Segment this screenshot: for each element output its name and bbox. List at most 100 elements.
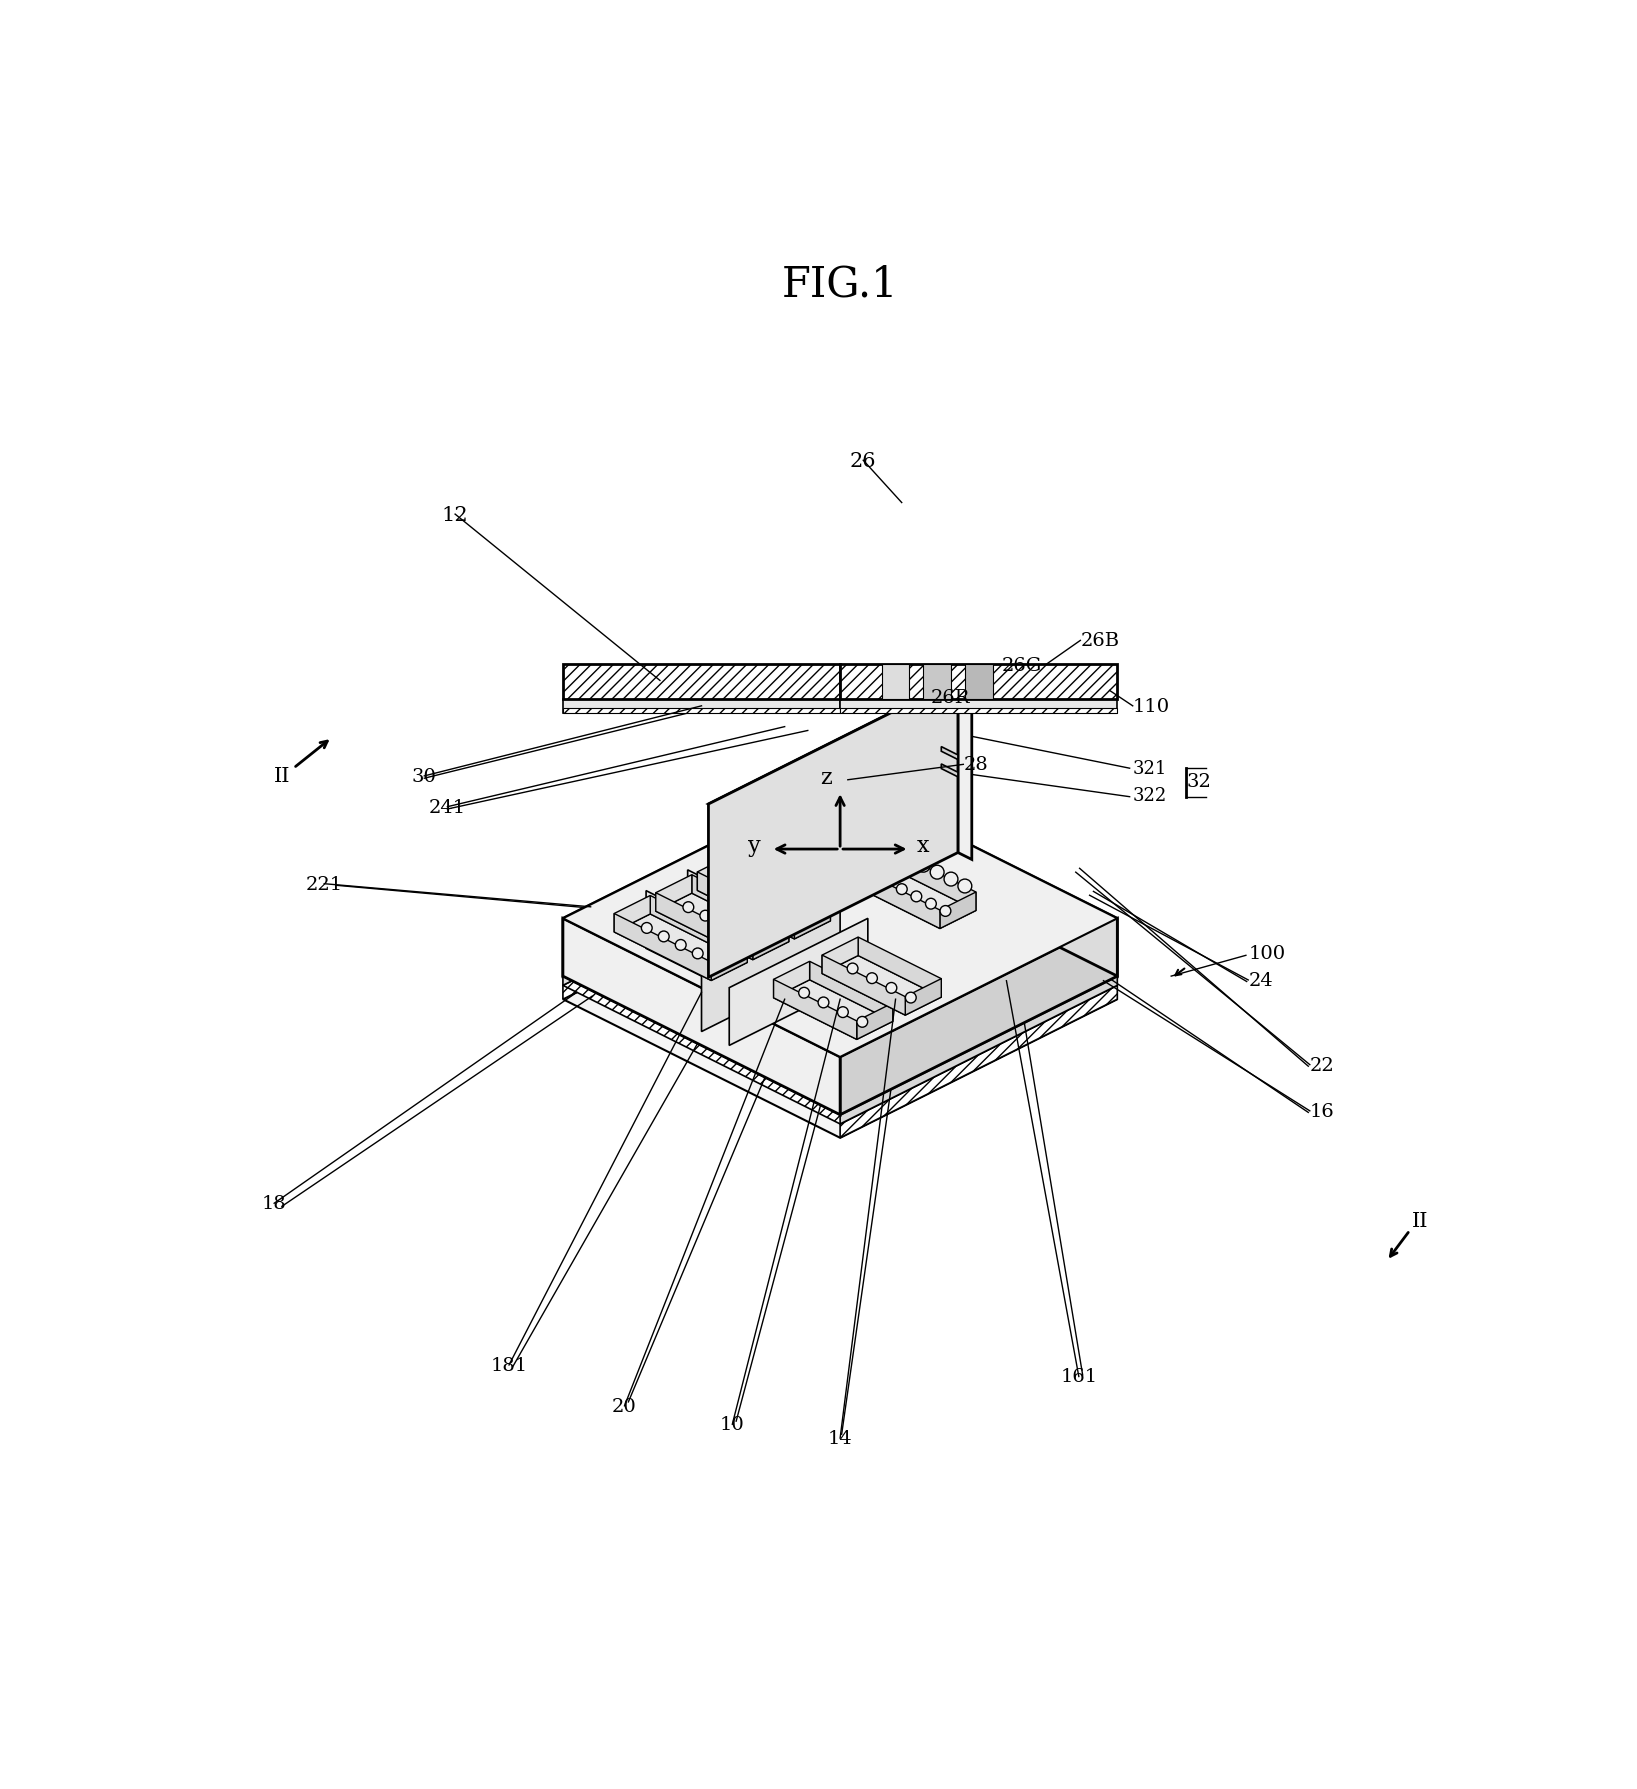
Polygon shape bbox=[709, 680, 972, 812]
Polygon shape bbox=[810, 962, 892, 1022]
Circle shape bbox=[848, 964, 858, 975]
Polygon shape bbox=[822, 955, 905, 1016]
Polygon shape bbox=[614, 914, 746, 980]
Polygon shape bbox=[840, 780, 1118, 977]
Text: 26: 26 bbox=[850, 451, 876, 471]
Polygon shape bbox=[563, 848, 1118, 1123]
Circle shape bbox=[733, 928, 745, 939]
Text: 28: 28 bbox=[963, 757, 989, 775]
Text: 26R: 26R bbox=[931, 689, 971, 707]
Polygon shape bbox=[840, 920, 1118, 1115]
Text: 321: 321 bbox=[1133, 760, 1167, 778]
Text: 322: 322 bbox=[1133, 787, 1167, 805]
Text: 241: 241 bbox=[429, 798, 467, 816]
Polygon shape bbox=[794, 903, 830, 939]
Circle shape bbox=[958, 880, 972, 893]
Text: 14: 14 bbox=[828, 1429, 853, 1447]
Polygon shape bbox=[923, 666, 951, 699]
Text: 100: 100 bbox=[1249, 945, 1285, 962]
Circle shape bbox=[882, 877, 892, 887]
Polygon shape bbox=[858, 937, 941, 998]
Text: FIG.1: FIG.1 bbox=[782, 263, 899, 304]
Text: 26B: 26B bbox=[1080, 632, 1120, 649]
Polygon shape bbox=[656, 875, 692, 912]
Polygon shape bbox=[774, 980, 892, 1039]
Circle shape bbox=[701, 911, 710, 921]
Circle shape bbox=[676, 939, 686, 950]
Polygon shape bbox=[728, 920, 868, 1047]
Polygon shape bbox=[563, 837, 1118, 1115]
Polygon shape bbox=[753, 923, 789, 961]
Circle shape bbox=[905, 993, 917, 1004]
Polygon shape bbox=[647, 891, 756, 1004]
Circle shape bbox=[925, 898, 936, 909]
Circle shape bbox=[945, 873, 958, 887]
Polygon shape bbox=[856, 869, 976, 928]
Polygon shape bbox=[563, 861, 1118, 1138]
Circle shape bbox=[866, 973, 877, 984]
Polygon shape bbox=[905, 979, 941, 1016]
Circle shape bbox=[897, 884, 907, 894]
Text: 26G: 26G bbox=[1002, 657, 1043, 674]
Text: x: x bbox=[917, 835, 930, 857]
Circle shape bbox=[776, 907, 786, 918]
Polygon shape bbox=[614, 896, 650, 932]
Text: y: y bbox=[748, 835, 760, 857]
Text: z: z bbox=[820, 767, 832, 789]
Text: 20: 20 bbox=[612, 1397, 637, 1415]
Text: 30: 30 bbox=[413, 767, 437, 785]
Circle shape bbox=[658, 932, 670, 943]
Polygon shape bbox=[822, 937, 858, 973]
Polygon shape bbox=[710, 945, 746, 980]
Circle shape bbox=[751, 936, 761, 946]
Circle shape bbox=[940, 905, 951, 916]
Polygon shape bbox=[697, 873, 830, 939]
Polygon shape bbox=[774, 962, 810, 998]
Circle shape bbox=[717, 920, 728, 930]
Circle shape bbox=[799, 988, 809, 998]
Polygon shape bbox=[656, 893, 753, 961]
Text: 181: 181 bbox=[491, 1356, 527, 1374]
Polygon shape bbox=[692, 875, 789, 943]
Text: 24: 24 bbox=[1249, 971, 1274, 989]
Polygon shape bbox=[856, 1004, 892, 1039]
Polygon shape bbox=[688, 871, 799, 984]
Circle shape bbox=[930, 866, 945, 880]
Polygon shape bbox=[563, 708, 840, 714]
Polygon shape bbox=[702, 905, 840, 1032]
Polygon shape bbox=[856, 852, 892, 887]
Polygon shape bbox=[563, 666, 840, 699]
Polygon shape bbox=[563, 780, 840, 977]
Polygon shape bbox=[940, 893, 976, 928]
Text: 221: 221 bbox=[306, 875, 342, 893]
Polygon shape bbox=[840, 699, 1118, 714]
Polygon shape bbox=[941, 748, 958, 760]
Polygon shape bbox=[563, 780, 1118, 1057]
Polygon shape bbox=[563, 837, 840, 986]
Text: II: II bbox=[273, 767, 290, 785]
Text: 12: 12 bbox=[442, 504, 468, 524]
Circle shape bbox=[642, 923, 652, 934]
Text: II: II bbox=[1411, 1211, 1427, 1231]
Circle shape bbox=[683, 902, 694, 912]
Polygon shape bbox=[709, 680, 958, 979]
Circle shape bbox=[917, 859, 930, 873]
Polygon shape bbox=[697, 855, 733, 891]
Text: 110: 110 bbox=[1133, 698, 1170, 716]
Polygon shape bbox=[840, 708, 1118, 714]
Polygon shape bbox=[656, 894, 789, 961]
Polygon shape bbox=[856, 869, 940, 928]
Polygon shape bbox=[892, 852, 976, 911]
Circle shape bbox=[838, 1007, 848, 1018]
Text: 16: 16 bbox=[1310, 1102, 1334, 1120]
Text: 32: 32 bbox=[1187, 773, 1211, 791]
Polygon shape bbox=[774, 980, 856, 1039]
Polygon shape bbox=[614, 914, 710, 980]
Polygon shape bbox=[840, 986, 1118, 1138]
Text: 22: 22 bbox=[1310, 1056, 1334, 1073]
Circle shape bbox=[725, 882, 735, 893]
Polygon shape bbox=[563, 848, 840, 1000]
Text: 18: 18 bbox=[262, 1195, 286, 1213]
Circle shape bbox=[818, 998, 828, 1009]
Circle shape bbox=[910, 891, 922, 902]
